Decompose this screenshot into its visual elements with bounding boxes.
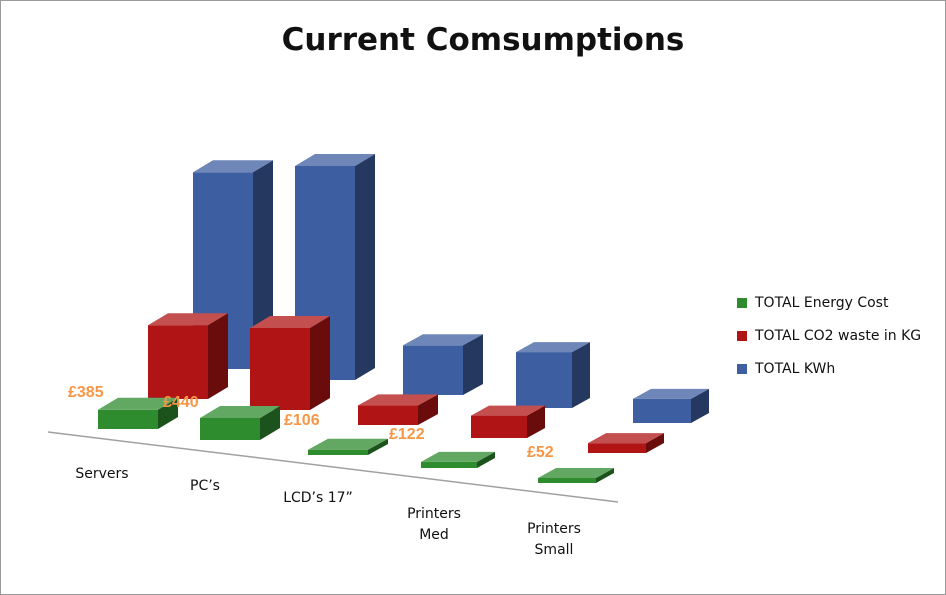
bar-front-face — [538, 478, 596, 483]
bar-front-face — [633, 398, 691, 423]
legend-item-total-kwh: TOTAL KWh — [737, 352, 921, 385]
legend-label: TOTAL Energy Cost — [755, 294, 889, 311]
bar-total-energy-cost-2 — [308, 438, 388, 455]
legend-swatch — [737, 363, 747, 374]
bar-total-co2-waste-in-kg-2 — [358, 394, 438, 425]
bar-front-face — [358, 405, 418, 425]
bar-total-energy-cost-3 — [421, 451, 495, 468]
legend-swatch — [737, 330, 747, 341]
legend: TOTAL Energy Cost TOTAL CO2 waste in KG TO… — [737, 286, 921, 385]
bar-top-face — [516, 342, 590, 353]
bar-total-co2-waste-in-kg-3 — [471, 405, 545, 438]
category-label-0: Servers — [75, 466, 128, 482]
legend-label: TOTAL CO2 waste in KG — [755, 327, 922, 344]
data-label-4: £52 — [527, 444, 554, 461]
category-label-3: Printers — [407, 506, 461, 522]
bar-top-face — [295, 154, 375, 166]
category-label-3: Med — [419, 527, 449, 543]
legend-swatch — [737, 297, 747, 308]
bar-top-face — [471, 405, 545, 416]
bar-side-face — [158, 397, 178, 429]
bar-front-face — [148, 325, 208, 399]
bar-front-face — [98, 409, 158, 429]
bar-total-kwh-3 — [516, 342, 590, 408]
bar-side-face — [596, 468, 614, 483]
bar-side-face — [477, 451, 495, 468]
legend-label: TOTAL KWh — [755, 360, 836, 377]
bar-top-face — [193, 160, 273, 173]
bar-total-energy-cost-1 — [200, 406, 280, 440]
bar-side-face — [253, 160, 273, 369]
bar-top-face — [588, 433, 664, 444]
bar-side-face — [527, 405, 545, 438]
bar-side-face — [260, 406, 280, 440]
bar-total-energy-cost-0 — [98, 397, 178, 429]
data-label-1: £440 — [163, 394, 199, 411]
bar-front-face — [516, 352, 572, 408]
bar-top-face — [148, 313, 228, 326]
bar-front-face — [421, 461, 477, 468]
data-label-3: £122 — [389, 426, 425, 443]
bar-total-co2-waste-in-kg-0 — [148, 313, 228, 399]
bar-side-face — [418, 394, 438, 425]
data-label-2: £106 — [284, 412, 320, 429]
category-label-1: PC’s — [190, 478, 220, 494]
bar-side-face — [572, 342, 590, 408]
bar-front-face — [200, 418, 260, 440]
bar-top-face — [538, 468, 614, 478]
category-axis-line — [47, 431, 619, 503]
category-label-4: Small — [535, 542, 574, 558]
bar-top-face — [421, 451, 495, 462]
legend-item-total-co2-waste-in-kg: TOTAL CO2 waste in KG — [737, 319, 921, 352]
bar-side-face — [208, 313, 228, 399]
legend-item-total-energy-cost: TOTAL Energy Cost — [737, 286, 921, 319]
bar-top-face — [250, 316, 330, 328]
bar-top-face — [200, 406, 280, 418]
bar-side-face — [646, 433, 664, 453]
bar-top-face — [633, 388, 709, 399]
bar-side-face — [691, 388, 709, 423]
bar-top-face — [98, 397, 178, 410]
bar-front-face — [403, 345, 463, 395]
category-label-4: Printers — [527, 521, 581, 537]
data-label-0: £385 — [68, 384, 104, 401]
bar-side-face — [310, 316, 330, 410]
chart-title: Current Comsumptions — [281, 22, 685, 58]
bar-total-kwh-2 — [403, 334, 483, 395]
bar-front-face — [308, 449, 368, 455]
bar-total-co2-waste-in-kg-1 — [250, 316, 330, 410]
bar-side-face — [463, 334, 483, 395]
bar-front-face — [471, 415, 527, 438]
bar-top-face — [403, 334, 483, 346]
bar-front-face — [250, 328, 310, 410]
bar-total-energy-cost-4 — [538, 468, 614, 483]
bar-top-face — [308, 438, 388, 450]
bar-total-kwh-4 — [633, 388, 709, 423]
bar-front-face — [588, 443, 646, 453]
bar-total-co2-waste-in-kg-4 — [588, 433, 664, 453]
bar-top-face — [358, 394, 438, 406]
category-label-2: LCD’s 17” — [283, 490, 353, 506]
bar-side-face — [368, 438, 388, 455]
bar-side-face — [355, 154, 375, 380]
